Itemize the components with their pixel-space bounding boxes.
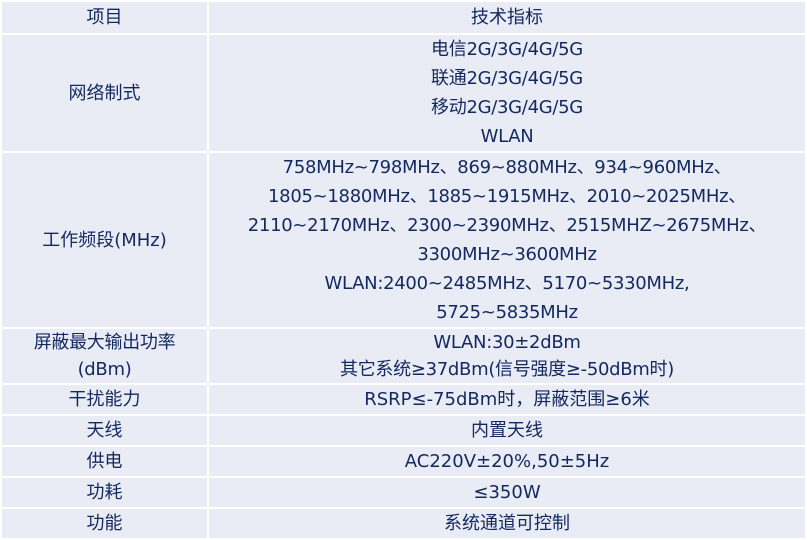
value-line: 2110~2170MHz、2300~2390MHz、2515MHZ~2675MH… bbox=[247, 215, 767, 236]
label-line: (dBm) bbox=[77, 359, 132, 380]
table-row: 网络制式 电信2G/3G/4G/5G 联通2G/3G/4G/5G 移动2G/3G… bbox=[0, 33, 807, 153]
table-header-row: 项目 技术指标 bbox=[0, 0, 807, 35]
row-value: WLAN:30±2dBm 其它系统≥37dBm(信号强度≥-50dBm时) bbox=[207, 327, 807, 385]
row-label: 天线 bbox=[0, 414, 209, 447]
value-line: WLAN:2400~2485MHz、5170~5330MHz, bbox=[324, 273, 690, 294]
table-row: 功能 系统通道可控制 bbox=[0, 507, 807, 540]
row-value: 758MHz~798MHz、869~880MHz、934~960MHz、 180… bbox=[207, 151, 807, 329]
label-line: 屏蔽最大输出功率 bbox=[33, 332, 176, 353]
value-line: WLAN:30±2dBm bbox=[433, 332, 581, 353]
table-row: 屏蔽最大输出功率 (dBm) WLAN:30±2dBm 其它系统≥37dBm(信… bbox=[0, 327, 807, 385]
value-line: 其它系统≥37dBm(信号强度≥-50dBm时) bbox=[340, 359, 674, 380]
value-line: 电信2G/3G/4G/5G bbox=[431, 39, 583, 60]
row-value: 内置天线 bbox=[207, 414, 807, 447]
row-label: 干扰能力 bbox=[0, 383, 209, 416]
row-value: AC220V±20%,50±5Hz bbox=[207, 445, 807, 478]
row-label: 网络制式 bbox=[0, 33, 209, 153]
row-label: 功耗 bbox=[0, 476, 209, 509]
value-line: WLAN bbox=[480, 126, 534, 147]
row-value: 电信2G/3G/4G/5G 联通2G/3G/4G/5G 移动2G/3G/4G/5… bbox=[207, 33, 807, 153]
row-value: 系统通道可控制 bbox=[207, 507, 807, 540]
value-line: 联通2G/3G/4G/5G bbox=[431, 68, 583, 89]
value-line: 移动2G/3G/4G/5G bbox=[431, 97, 583, 118]
value-line: 5725~5835MHz bbox=[436, 302, 578, 323]
row-label: 工作频段(MHz) bbox=[0, 151, 209, 329]
header-spec: 技术指标 bbox=[207, 0, 807, 35]
row-label: 功能 bbox=[0, 507, 209, 540]
table-row: 工作频段(MHz) 758MHz~798MHz、869~880MHz、934~9… bbox=[0, 151, 807, 329]
table-row: 天线 内置天线 bbox=[0, 414, 807, 447]
header-item: 项目 bbox=[0, 0, 209, 35]
table-row: 干扰能力 RSRP≤-75dBm时，屏蔽范围≥6米 bbox=[0, 383, 807, 416]
value-line: 758MHz~798MHz、869~880MHz、934~960MHz、 bbox=[282, 157, 732, 178]
row-value: ≤350W bbox=[207, 476, 807, 509]
table-row: 供电 AC220V±20%,50±5Hz bbox=[0, 445, 807, 478]
value-line: 3300MHz~3600MHz bbox=[417, 244, 597, 265]
table-row: 功耗 ≤350W bbox=[0, 476, 807, 509]
row-label: 屏蔽最大输出功率 (dBm) bbox=[0, 327, 209, 385]
row-value: RSRP≤-75dBm时，屏蔽范围≥6米 bbox=[207, 383, 807, 416]
value-line: 1805~1880MHz、1885~1915MHz、2010~2025MHz、 bbox=[268, 186, 746, 207]
row-label: 供电 bbox=[0, 445, 209, 478]
